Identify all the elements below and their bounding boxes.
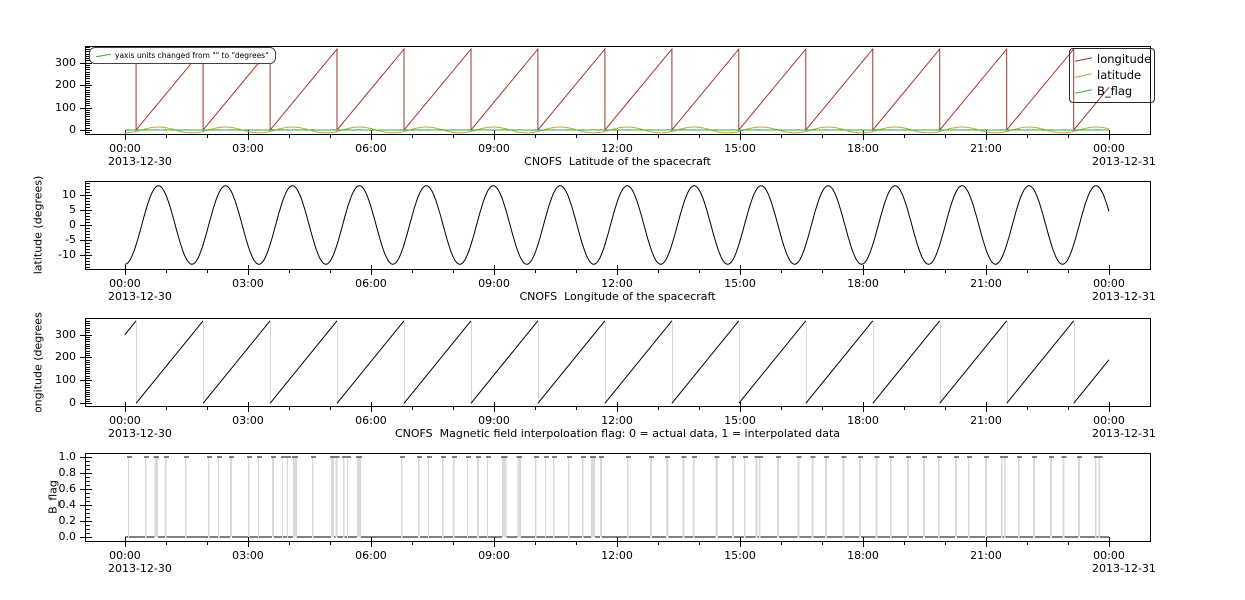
date-end-label: 2013-12-31	[1091, 155, 1156, 168]
date-start-label: 2013-12-30	[107, 290, 172, 303]
x-tick-label: 09:00	[478, 277, 510, 290]
annotation-text: yaxis units changed from "" to "degrees"	[115, 51, 269, 60]
legend-item-longitude: longitude	[1075, 51, 1151, 67]
x-tick-label: 00:00	[109, 277, 141, 290]
y-tick-label: 0	[69, 396, 76, 410]
panel-title-latitude: CNOFS Latitude of the spacecraft	[524, 155, 711, 168]
x-tick-label: 00:00	[1093, 549, 1125, 562]
y-tick-label: 0	[69, 218, 76, 231]
x-tick-label: 15:00	[724, 277, 756, 290]
legend-item-latitude: latitude	[1075, 67, 1149, 83]
y-tick-label: 300	[55, 55, 76, 69]
x-tick-label: 03:00	[232, 549, 264, 562]
x-tick-label: 21:00	[970, 414, 1002, 427]
date-start-label: 2013-12-30	[107, 427, 172, 440]
x-tick-label: 18:00	[847, 414, 879, 427]
y-tick-label: 0.6	[58, 482, 77, 495]
x-tick-label: 09:00	[478, 414, 510, 427]
legend-box: longitude latitude B_flag	[1069, 48, 1155, 103]
y-tick-label: 0.0	[58, 530, 77, 543]
x-tick-label: 03:00	[232, 142, 264, 155]
x-tick-label: 09:00	[478, 142, 510, 155]
date-start-label: 2013-12-30	[107, 562, 172, 575]
y-tick-label: 100	[55, 373, 76, 387]
y-tick-label: 0.8	[58, 466, 77, 479]
plot-area-latitude[interactable]	[85, 181, 1150, 269]
x-tick-label: 21:00	[970, 142, 1002, 155]
y-tick-label: -10	[58, 247, 76, 261]
y-axis-label-bflag: B_flag	[46, 480, 60, 514]
y-tick-label: 0.2	[58, 514, 77, 527]
annotation-line-sample-icon	[96, 53, 111, 58]
x-tick-label: 06:00	[355, 142, 387, 155]
date-end-label: 2013-12-31	[1091, 562, 1156, 575]
plot-area-longitude[interactable]	[85, 318, 1150, 406]
x-tick-label: 12:00	[601, 277, 633, 290]
x-tick-label: 15:00	[724, 414, 756, 427]
date-end-label: 2013-12-31	[1091, 427, 1156, 440]
y-axis-label-latitude: latitude (degrees)	[31, 175, 45, 275]
x-tick-label: 06:00	[355, 549, 387, 562]
x-tick-label: 00:00	[1093, 414, 1125, 427]
y-axis-label-longitude: longitude (degrees)	[31, 312, 45, 412]
panel-title-bflag: CNOFS Magnetic field interpoloation flag…	[394, 427, 841, 440]
x-tick-label: 00:00	[109, 142, 141, 155]
x-tick-label: 00:00	[109, 414, 141, 427]
panel-title-longitude: CNOFS Longitude of the spacecraft	[519, 290, 716, 303]
x-tick-label: 15:00	[724, 142, 756, 155]
latitude-line-sample-icon	[1075, 72, 1092, 78]
x-tick-label: 03:00	[232, 277, 264, 290]
x-tick-label: 00:00	[109, 549, 141, 562]
bflag-line-sample-icon	[1075, 88, 1092, 94]
date-start-label: 2013-12-30	[107, 155, 172, 168]
x-tick-label: 21:00	[970, 277, 1002, 290]
x-tick-label: 18:00	[847, 142, 879, 155]
y-tick-label: -5	[65, 232, 76, 246]
x-tick-label: 00:00	[1093, 142, 1125, 155]
x-tick-label: 06:00	[355, 414, 387, 427]
units-changed-annotation: yaxis units changed from "" to "degrees"	[89, 47, 276, 64]
date-end-label: 2013-12-31	[1091, 290, 1156, 303]
y-tick-label: 200	[55, 350, 76, 364]
longitude-line-sample-icon	[1075, 56, 1092, 62]
x-tick-label: 00:00	[1093, 277, 1125, 290]
y-tick-label: 0	[69, 122, 76, 136]
x-tick-label: 03:00	[232, 414, 264, 427]
x-tick-label: 18:00	[847, 549, 879, 562]
legend-item-bflag: B_flag	[1075, 83, 1149, 99]
y-tick-label: 0.4	[58, 498, 77, 511]
y-tick-label: 100	[55, 100, 76, 114]
x-tick-label: 12:00	[601, 549, 633, 562]
x-tick-label: 18:00	[847, 277, 879, 290]
y-tick-label: 10	[62, 188, 76, 202]
y-tick-label: 5	[69, 203, 76, 217]
y-tick-label: 1.0	[58, 450, 77, 463]
x-tick-label: 12:00	[601, 142, 633, 155]
x-tick-label: 09:00	[478, 549, 510, 562]
x-tick-label: 12:00	[601, 414, 633, 427]
x-tick-label: 15:00	[724, 549, 756, 562]
x-tick-label: 21:00	[970, 549, 1002, 562]
y-tick-label: 200	[55, 78, 76, 92]
x-tick-label: 06:00	[355, 277, 387, 290]
y-tick-label: 300	[55, 327, 76, 341]
plot-area-bflag[interactable]	[85, 453, 1150, 541]
